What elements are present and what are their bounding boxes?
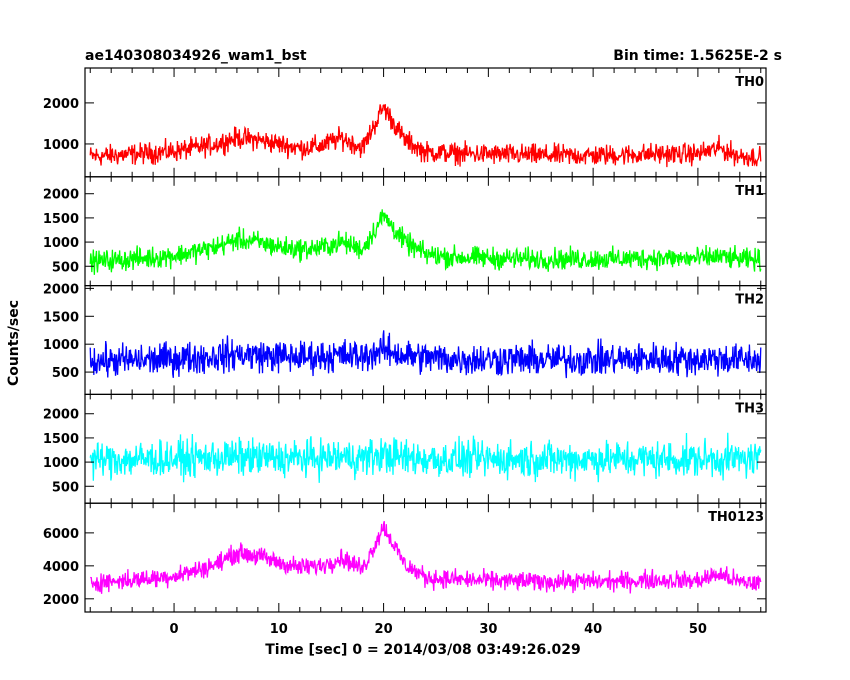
panel-th1: 500 1000 1500 2000 TH1	[43, 176, 767, 287]
y-axis-label: Counts/sec	[6, 300, 22, 386]
series-th0-line	[89, 104, 762, 168]
x-tick-label: 10	[270, 622, 288, 637]
chart-subtitle: Bin time: 1.5625E-2 s	[613, 48, 782, 64]
y-tick-label: 2000	[43, 188, 79, 203]
y-tick-label: 1500	[43, 310, 79, 325]
panel-label: TH1	[735, 184, 764, 199]
y-tick-label: 2000	[43, 97, 79, 112]
y-tick-label: 2000	[43, 593, 79, 608]
panel-th3: 500 1000 1500 2000 TH3	[43, 393, 767, 504]
x-tick-label: 30	[479, 622, 497, 637]
series-th3-line	[89, 432, 762, 483]
y-tick-label: 1000	[43, 338, 79, 353]
x-tick-label: 0	[170, 622, 179, 637]
series-th2-line	[89, 330, 762, 379]
panel-th0123: 2000 4000 6000 TH0123	[43, 502, 767, 613]
y-tick-label: 2000	[43, 408, 79, 423]
y-tick-label: 6000	[43, 527, 79, 542]
x-tick-label: 20	[375, 622, 393, 637]
y-tick-label: 4000	[43, 560, 79, 575]
series-th1-line	[89, 209, 762, 275]
chart-title: ae140308034926_wam1_bst	[85, 48, 307, 64]
panel-th2: 500 1000 1500 2000 TH2	[43, 282, 767, 396]
y-tick-label: 1000	[43, 138, 79, 153]
x-axis-label: Time [sec] 0 = 2014/03/08 03:49:26.029	[265, 642, 581, 658]
y-tick-label: 1000	[43, 456, 79, 471]
series-th0123-line	[90, 521, 762, 594]
x-tick-label: 50	[689, 622, 707, 637]
y-tick-label: 500	[52, 366, 79, 381]
y-tick-label: 500	[52, 480, 79, 495]
y-tick-label: 2000	[43, 282, 79, 297]
y-tick-label: 1500	[43, 212, 79, 227]
y-tick-label: 500	[52, 260, 79, 275]
x-tick-label: 40	[584, 622, 602, 637]
y-tick-label: 1500	[43, 432, 79, 447]
panel-label: TH3	[735, 401, 764, 416]
panel-label: TH0	[735, 75, 764, 90]
panel-label: TH2	[735, 293, 764, 308]
y-tick-label: 1000	[43, 236, 79, 251]
panel-label: TH0123	[708, 510, 764, 525]
